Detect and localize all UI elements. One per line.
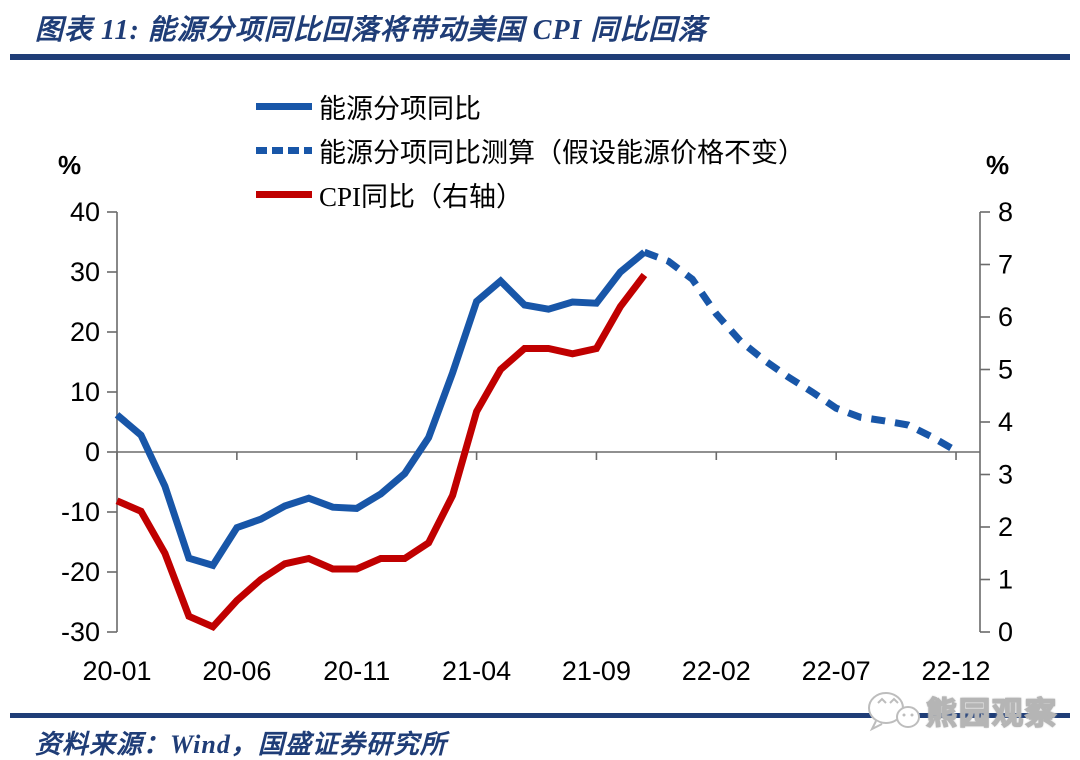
legend-label-energy-yoy: 能源分项同比 [319, 93, 481, 124]
right-axis-tick-label: 5 [998, 355, 1013, 385]
left-axis-tick-label: -30 [61, 617, 100, 647]
left-axis-tick-label: 10 [70, 377, 100, 407]
watermark: 熊园观察 [864, 688, 1058, 733]
right-axis-tick-label: 1 [998, 565, 1013, 595]
x-axis-tick-label: 22-07 [802, 656, 871, 686]
left-axis-unit-label: % [58, 150, 82, 180]
x-axis-tick-label: 22-02 [682, 656, 751, 686]
series-cpi-yoy [115, 272, 648, 632]
right-axis-tick-label: 7 [998, 250, 1013, 280]
chart-title: 图表 11: 能源分项同比回落将带动美国 CPI 同比回落 [35, 15, 707, 46]
x-axis-tick-label: 20-01 [82, 656, 151, 686]
right-axis-tick-label: 3 [998, 460, 1013, 490]
watermark-logo-icon [868, 691, 920, 731]
right-axis-tick-label: 6 [998, 302, 1013, 332]
footer-divider [10, 713, 1070, 718]
legend-line-dashed-blue-icon [256, 146, 312, 154]
legend-item-cpi-yoy: CPI同比（右轴） [256, 172, 805, 216]
axis-lines [116, 212, 981, 632]
left-axis-tick-label: 30 [70, 257, 100, 287]
x-axis-tick-label: 20-11 [323, 656, 390, 686]
legend-line-solid-red-icon [256, 190, 312, 198]
left-axis-tick-label: 20 [70, 317, 100, 347]
right-axis-tick-label: 4 [998, 407, 1013, 437]
right-axis-tick-label: 0 [998, 617, 1013, 647]
series-energy-yoy-projection [643, 248, 958, 454]
legend-label-energy-projection: 能源分项同比测算（假设能源价格不变） [319, 137, 805, 168]
x-axis-tick-label: 20-06 [202, 656, 271, 686]
watermark-text: 熊园观察 [925, 695, 1058, 732]
legend-item-energy-yoy: 能源分项同比 [256, 84, 805, 128]
title-divider [10, 54, 1070, 60]
legend: 能源分项同比 能源分项同比测算（假设能源价格不变） CPI同比（右轴） [256, 84, 805, 216]
legend-line-solid-blue-icon [256, 102, 312, 110]
series-energy-yoy [114, 249, 647, 570]
left-axis-tick-label: 0 [85, 437, 100, 467]
left-axis-tick-label: -10 [61, 497, 100, 527]
source-note: 资料来源：Wind，国盛证券研究所 [35, 730, 447, 759]
legend-label-cpi-yoy: CPI同比（右轴） [319, 181, 524, 212]
right-axis-unit-label: % [986, 150, 1010, 180]
left-axis-tick-label: -20 [61, 557, 100, 587]
x-axis-tick-label: 22-12 [921, 656, 990, 686]
right-axis-tick-label: 8 [998, 197, 1013, 227]
legend-item-energy-projection: 能源分项同比测算（假设能源价格不变） [256, 128, 805, 172]
x-axis-tick-label: 21-04 [442, 656, 511, 686]
x-axis-tick-label: 21-09 [562, 656, 631, 686]
left-axis-tick-label: 40 [70, 197, 100, 227]
right-axis-tick-label: 2 [998, 512, 1013, 542]
